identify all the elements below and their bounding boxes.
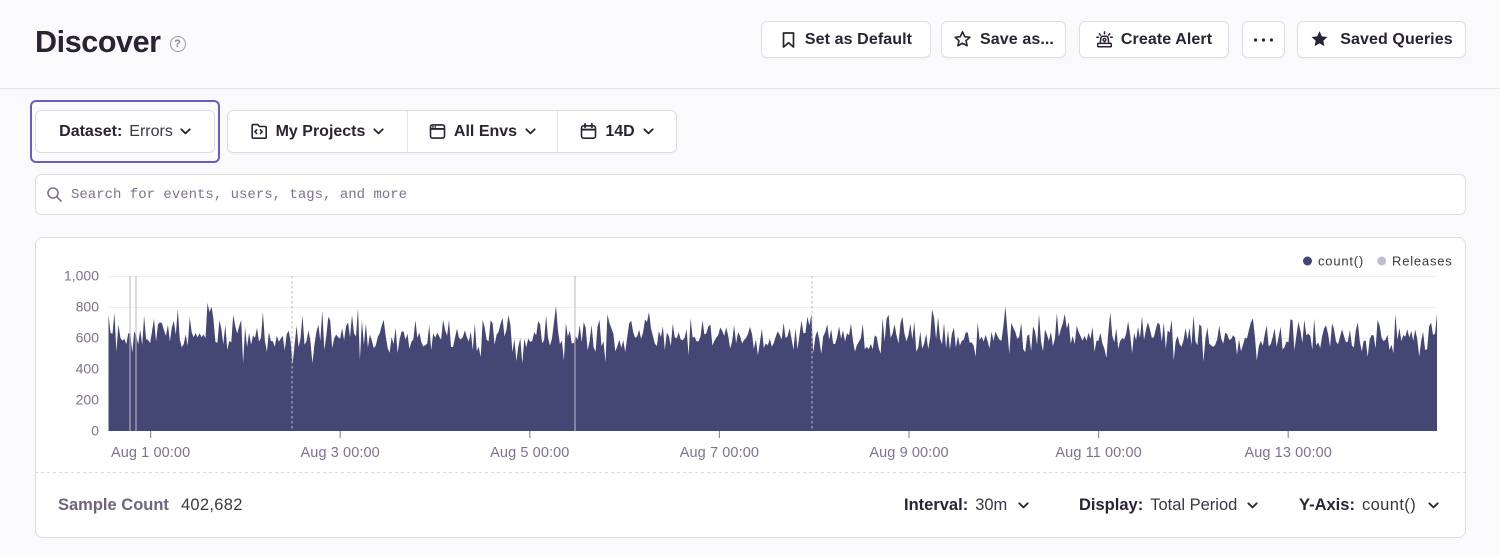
- svg-text:Aug 7 00:00: Aug 7 00:00: [680, 445, 759, 461]
- svg-text:800: 800: [76, 299, 100, 315]
- svg-text:Aug 9 00:00: Aug 9 00:00: [869, 445, 948, 461]
- svg-text:Aug 11 00:00: Aug 11 00:00: [1055, 445, 1141, 461]
- svg-text:Releases: Releases: [1392, 254, 1453, 269]
- svg-text:400: 400: [76, 361, 100, 377]
- svg-text:200: 200: [76, 392, 100, 408]
- svg-text:count(): count(): [1318, 254, 1364, 269]
- svg-text:Aug 13 00:00: Aug 13 00:00: [1244, 445, 1331, 461]
- svg-text:600: 600: [76, 330, 100, 346]
- svg-text:1,000: 1,000: [64, 268, 99, 284]
- svg-text:Aug 1 00:00: Aug 1 00:00: [111, 445, 190, 461]
- svg-text:Aug 3 00:00: Aug 3 00:00: [301, 445, 380, 461]
- svg-text:0: 0: [91, 423, 99, 439]
- svg-text:Aug 5 00:00: Aug 5 00:00: [490, 445, 569, 461]
